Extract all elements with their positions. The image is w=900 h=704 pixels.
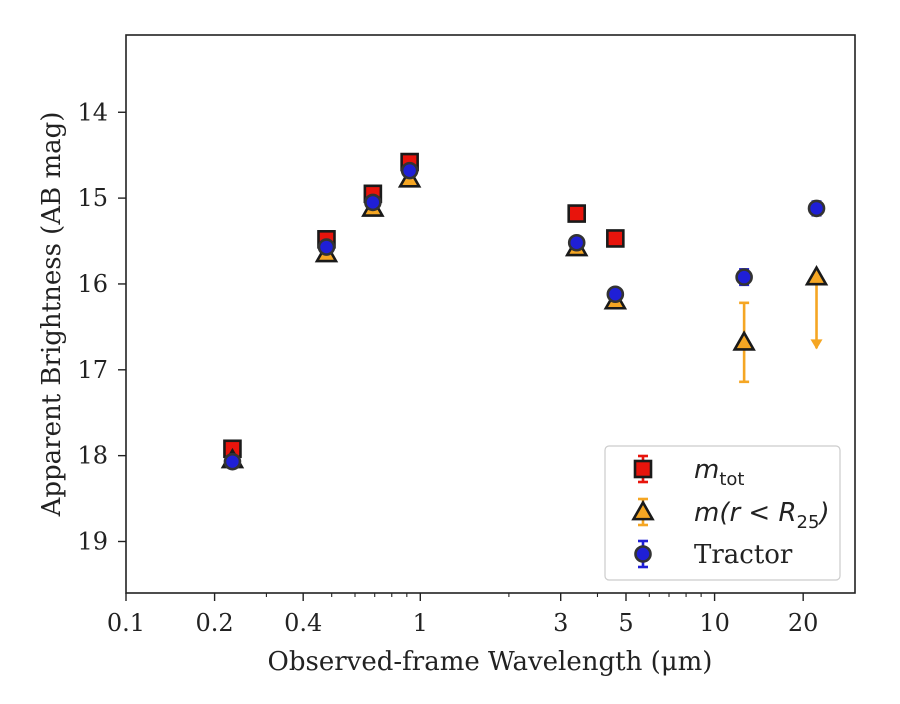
x-axis-label: Observed-frame Wavelength (μm) bbox=[268, 647, 713, 677]
y-tick-label: 14 bbox=[77, 98, 108, 126]
circle-marker bbox=[364, 193, 382, 212]
y-tick-label: 16 bbox=[77, 270, 108, 298]
y-axis-label: Apparent Brightness (AB mag) bbox=[37, 112, 67, 518]
legend-label: Tractor bbox=[694, 540, 793, 570]
legend-box bbox=[604, 445, 841, 581]
square-marker bbox=[606, 229, 625, 248]
circle-marker bbox=[567, 233, 586, 252]
x-tick-label: 3 bbox=[553, 609, 568, 637]
square-marker bbox=[567, 204, 587, 223]
circle-marker bbox=[317, 238, 336, 256]
x-tick-label: 5 bbox=[618, 609, 633, 637]
data-markers bbox=[220, 152, 829, 471]
legend-label: mtot bbox=[694, 455, 744, 490]
legend: mtot m(r < R25) Tractor bbox=[604, 445, 841, 581]
triangle-marker bbox=[804, 264, 829, 286]
y-tick-label: 18 bbox=[77, 442, 108, 470]
plot-frame bbox=[125, 34, 856, 594]
circle-marker bbox=[807, 199, 826, 218]
legend-circle-marker bbox=[634, 545, 652, 563]
errorbars bbox=[227, 157, 823, 468]
y-tick-label: 17 bbox=[77, 356, 108, 384]
legend-triangle-marker bbox=[631, 499, 655, 521]
x-tick-label: 1 bbox=[413, 609, 428, 637]
circle-marker bbox=[735, 268, 753, 286]
y-tick-label: 19 bbox=[77, 527, 108, 555]
circle-marker bbox=[223, 452, 242, 471]
upper-limit-arrowhead bbox=[810, 339, 823, 350]
legend-label: m(r < R25) bbox=[694, 498, 830, 533]
x-tick-label: 0.2 bbox=[196, 609, 234, 637]
y-tick-label: 15 bbox=[77, 184, 108, 212]
legend-square-marker bbox=[633, 459, 653, 479]
axis-ticks: 0.1 0.2 0.4 1 3 5 10 20 14 15 16 17 18 19 bbox=[77, 98, 818, 637]
triangle-marker bbox=[732, 330, 756, 351]
x-tick-label: 0.1 bbox=[107, 609, 145, 637]
x-tick-label: 0.4 bbox=[284, 609, 322, 637]
x-tick-label: 20 bbox=[788, 609, 819, 637]
x-tick-label: 10 bbox=[699, 609, 730, 637]
circle-marker bbox=[606, 285, 625, 304]
circle-marker bbox=[400, 161, 419, 180]
